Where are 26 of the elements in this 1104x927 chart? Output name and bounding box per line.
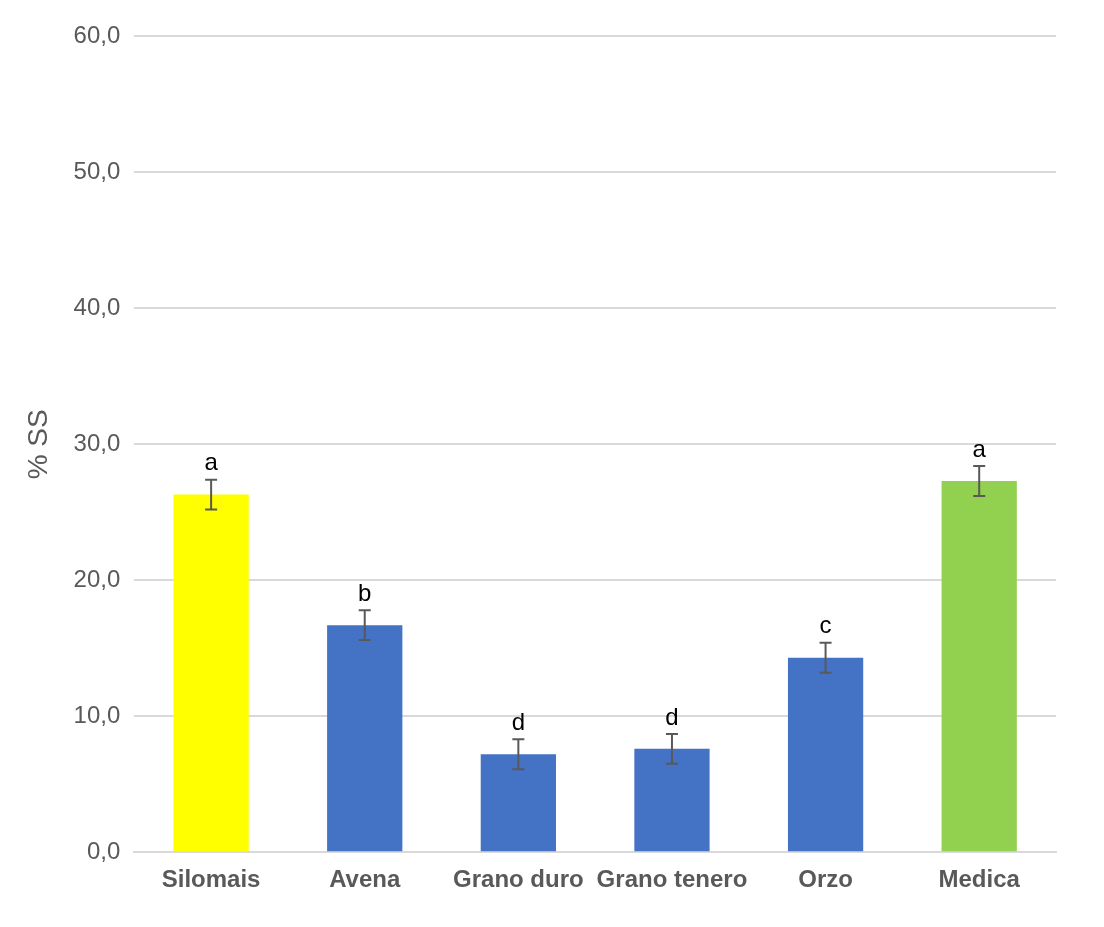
y-tick-label: 40,0: [73, 292, 121, 320]
annotation: b: [358, 578, 372, 606]
y-tick-label: 20,0: [73, 564, 121, 592]
bar: [634, 748, 710, 852]
annotation: a: [972, 434, 987, 462]
y-tick-label: 60,0: [73, 21, 121, 49]
bar: [787, 657, 864, 852]
bar: [941, 481, 1017, 852]
x-tick-label: Grano duro: [453, 865, 584, 893]
annotation: d: [511, 707, 526, 735]
annotation: d: [665, 702, 679, 730]
bar: [327, 625, 403, 852]
x-tick-label: Silomais: [161, 865, 261, 893]
y-axis-title: % SS: [21, 409, 53, 480]
x-tick-label: Orzo: [798, 865, 853, 893]
bar: [480, 754, 556, 852]
x-tick-label: Medica: [938, 865, 1021, 893]
x-tick-label: Grano tenero: [596, 865, 748, 893]
annotation: a: [204, 448, 219, 476]
annotation: c: [819, 611, 832, 639]
y-tick-label: 0,0: [86, 836, 121, 864]
y-tick-label: 30,0: [73, 428, 121, 456]
x-tick-label: Avena: [329, 865, 401, 893]
y-tick-label: 10,0: [73, 700, 121, 728]
y-tick-label: 50,0: [73, 156, 121, 184]
bar: [173, 494, 249, 852]
